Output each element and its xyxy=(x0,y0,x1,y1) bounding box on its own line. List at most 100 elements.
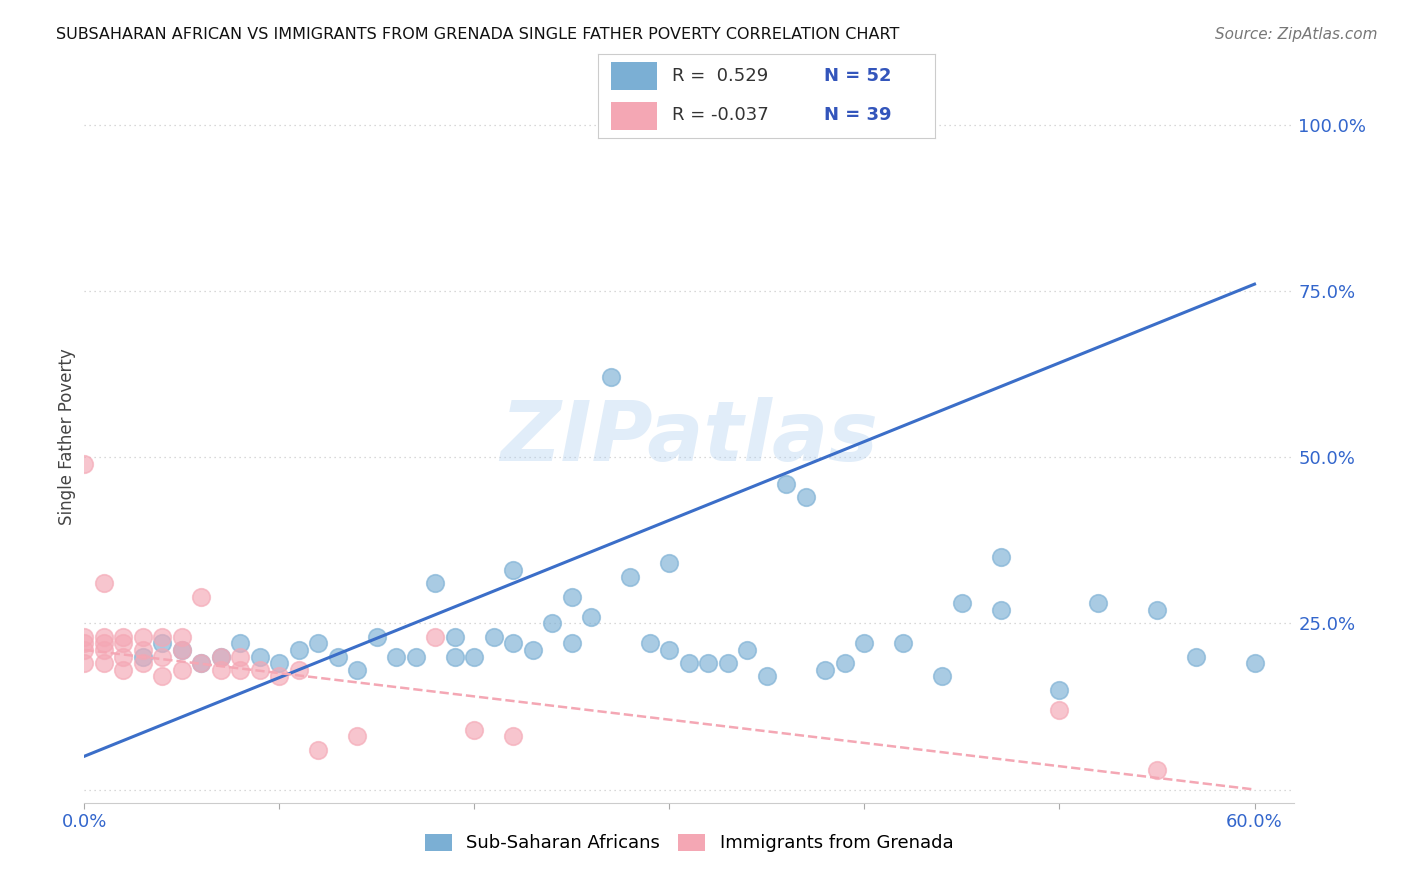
Point xyxy=(1146,603,1168,617)
Point xyxy=(73,636,96,650)
Point xyxy=(209,649,232,664)
Point xyxy=(132,656,155,670)
Point xyxy=(209,649,232,664)
Text: Source: ZipAtlas.com: Source: ZipAtlas.com xyxy=(1215,27,1378,42)
Point xyxy=(482,630,505,644)
Point xyxy=(93,630,115,644)
Text: SUBSAHARAN AFRICAN VS IMMIGRANTS FROM GRENADA SINGLE FATHER POVERTY CORRELATION : SUBSAHARAN AFRICAN VS IMMIGRANTS FROM GR… xyxy=(56,27,900,42)
Text: N = 39: N = 39 xyxy=(824,106,891,124)
Point xyxy=(209,663,232,677)
Point xyxy=(1185,649,1208,664)
Text: R = -0.037: R = -0.037 xyxy=(672,106,769,124)
Point xyxy=(288,643,311,657)
Point xyxy=(931,669,953,683)
Point xyxy=(112,649,135,664)
Point xyxy=(346,663,368,677)
Point xyxy=(581,609,603,624)
Point xyxy=(425,630,447,644)
Point xyxy=(619,570,641,584)
Point xyxy=(502,729,524,743)
Point xyxy=(678,656,700,670)
Point xyxy=(658,643,681,657)
FancyBboxPatch shape xyxy=(612,102,657,130)
Point xyxy=(150,636,173,650)
Point xyxy=(73,643,96,657)
Point xyxy=(307,742,329,756)
Point xyxy=(132,630,155,644)
Point xyxy=(638,636,661,650)
Point xyxy=(269,669,291,683)
Point xyxy=(366,630,388,644)
Point xyxy=(73,656,96,670)
Point xyxy=(950,596,973,610)
Point xyxy=(132,649,155,664)
Point xyxy=(1049,703,1071,717)
Point xyxy=(269,656,291,670)
Point xyxy=(93,576,115,591)
Point xyxy=(346,729,368,743)
Point xyxy=(170,643,193,657)
Point xyxy=(444,630,467,644)
Point xyxy=(1146,763,1168,777)
Point xyxy=(405,649,427,664)
Point xyxy=(229,663,252,677)
Point xyxy=(522,643,544,657)
Point xyxy=(794,490,817,504)
Point xyxy=(893,636,915,650)
Point xyxy=(717,656,740,670)
Point xyxy=(600,370,623,384)
Point xyxy=(150,649,173,664)
Point xyxy=(112,636,135,650)
Point xyxy=(561,590,583,604)
Point xyxy=(93,636,115,650)
Point xyxy=(1049,682,1071,697)
Point xyxy=(73,630,96,644)
Point xyxy=(249,663,271,677)
Legend: Sub-Saharan Africans, Immigrants from Grenada: Sub-Saharan Africans, Immigrants from Gr… xyxy=(418,826,960,860)
Point xyxy=(170,630,193,644)
Text: N = 52: N = 52 xyxy=(824,68,891,86)
Point xyxy=(541,616,564,631)
Point xyxy=(93,656,115,670)
Point xyxy=(385,649,408,664)
Point xyxy=(150,630,173,644)
Point xyxy=(561,636,583,650)
Point xyxy=(775,476,797,491)
Point xyxy=(463,649,485,664)
Text: R =  0.529: R = 0.529 xyxy=(672,68,768,86)
Point xyxy=(229,636,252,650)
Point xyxy=(190,656,212,670)
Text: ZIPatlas: ZIPatlas xyxy=(501,397,877,477)
Point xyxy=(112,630,135,644)
Point xyxy=(737,643,759,657)
Point xyxy=(990,549,1012,564)
Point xyxy=(112,663,135,677)
Point xyxy=(132,643,155,657)
Point xyxy=(326,649,349,664)
Point xyxy=(502,563,524,577)
Point xyxy=(463,723,485,737)
Point xyxy=(425,576,447,591)
Point xyxy=(307,636,329,650)
Point xyxy=(170,643,193,657)
Point xyxy=(170,663,193,677)
Point xyxy=(288,663,311,677)
Point xyxy=(697,656,720,670)
Point xyxy=(834,656,856,670)
Point xyxy=(249,649,271,664)
Point xyxy=(444,649,467,664)
Point xyxy=(190,590,212,604)
Point xyxy=(1243,656,1265,670)
Point xyxy=(229,649,252,664)
Point xyxy=(814,663,837,677)
FancyBboxPatch shape xyxy=(612,62,657,90)
Point xyxy=(73,457,96,471)
Point xyxy=(93,643,115,657)
Point xyxy=(658,557,681,571)
Point xyxy=(190,656,212,670)
Point xyxy=(755,669,778,683)
Y-axis label: Single Father Poverty: Single Father Poverty xyxy=(58,349,76,525)
Point xyxy=(990,603,1012,617)
Point xyxy=(502,636,524,650)
Point xyxy=(1087,596,1109,610)
